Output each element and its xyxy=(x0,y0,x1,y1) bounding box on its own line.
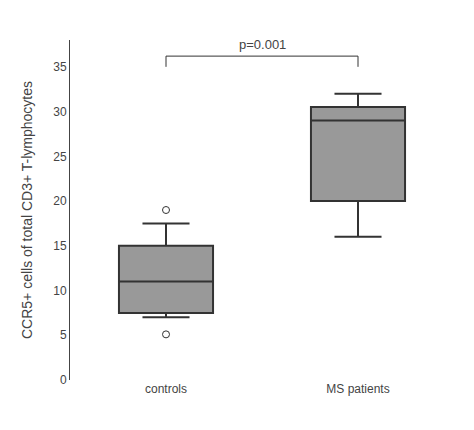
svg-text:p=0.001: p=0.001 xyxy=(239,37,286,52)
svg-text:CCR5+ cells of total CD3+ T-ly: CCR5+ cells of total CD3+ T-lymphocytes xyxy=(19,81,35,339)
svg-text:20: 20 xyxy=(53,194,67,208)
svg-text:controls: controls xyxy=(145,382,187,396)
svg-text:35: 35 xyxy=(53,60,67,74)
svg-text:25: 25 xyxy=(53,150,67,164)
svg-text:10: 10 xyxy=(53,284,67,298)
svg-text:0: 0 xyxy=(60,373,67,387)
svg-text:MS patients: MS patients xyxy=(326,382,389,396)
svg-text:30: 30 xyxy=(53,105,67,119)
svg-text:5: 5 xyxy=(60,328,67,342)
svg-text:15: 15 xyxy=(53,239,67,253)
